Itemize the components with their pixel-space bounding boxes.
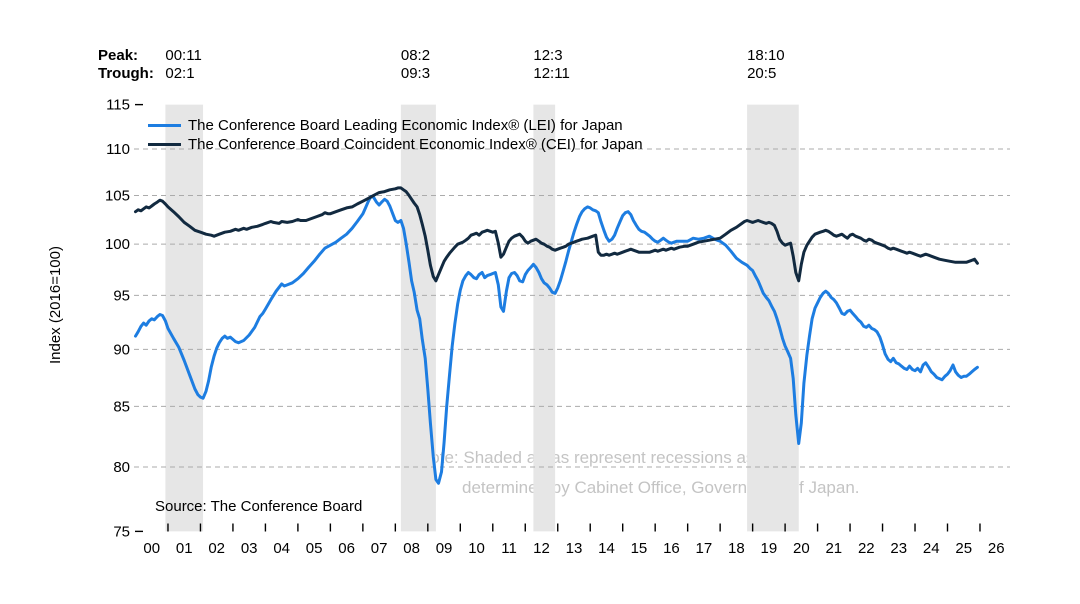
x-tick-label: 18 (728, 540, 745, 557)
x-tick-label: 16 (663, 540, 680, 557)
note-line-1: Note: Shaded areas represent recessions … (418, 448, 755, 467)
y-tick-label: 95 (113, 287, 130, 304)
x-tick-label: 24 (923, 540, 940, 557)
legend: The Conference Board Leading Economic In… (148, 116, 643, 154)
x-tick-label: 09 (436, 540, 453, 557)
x-tick-label: 04 (273, 540, 290, 557)
x-tick-label: 03 (241, 540, 258, 557)
recession-trough-date: 02:1 (165, 65, 195, 82)
y-tick-label: 80 (113, 459, 130, 476)
x-tick-label: 19 (761, 540, 778, 557)
lei-line (134, 194, 979, 485)
recession-trough-date: 09:3 (400, 65, 431, 82)
recession-band (165, 104, 204, 532)
y-tick-label: 105 (105, 187, 130, 204)
legend-item-cei: The Conference Board Coincident Economic… (148, 135, 643, 154)
x-tick-label: 13 (566, 540, 583, 557)
lei-line-swatch (148, 124, 181, 127)
x-tick-label: 12 (533, 540, 550, 557)
recession-band (533, 104, 556, 532)
x-tick-label: 07 (371, 540, 388, 557)
x-tick-label: 14 (598, 540, 615, 557)
x-tick-label: 17 (696, 540, 713, 557)
x-tick-label: 23 (890, 540, 907, 557)
x-tick-label: 21 (825, 540, 842, 557)
legend-item-lei: The Conference Board Leading Economic In… (148, 116, 643, 135)
x-tick-label: 02 (208, 540, 225, 557)
recession-peak-date: 00:11 (165, 47, 202, 64)
x-tick-label: 26 (988, 540, 1005, 557)
cei-line-swatch (148, 143, 181, 146)
x-tick-label: 15 (631, 540, 648, 557)
y-tick-label: 115 (106, 97, 130, 114)
x-tick-label: 01 (176, 540, 193, 557)
recession-trough-date: 20:5 (747, 65, 777, 82)
y-tick-label: 90 (113, 341, 130, 358)
y-tick-label: 75 (113, 523, 130, 540)
trough-header-label: Trough: (98, 65, 154, 82)
recession-peak-date: 08:2 (400, 47, 431, 64)
x-tick-label: 11 (501, 540, 517, 557)
cei-legend-label: The Conference Board Coincident Economic… (188, 136, 643, 153)
y-tick-label: 85 (113, 398, 130, 415)
source-label: Source: The Conference Board (155, 498, 363, 515)
x-tick-label: 08 (403, 540, 420, 557)
x-tick-label: 00 (143, 540, 160, 557)
x-tick-label: 06 (338, 540, 355, 557)
recession-band (747, 104, 799, 532)
recession-peak-date: 12:3 (533, 47, 563, 64)
peak-header-label: Peak: (98, 47, 139, 64)
cei-line (134, 186, 979, 283)
x-tick-label: 22 (858, 540, 875, 557)
x-tick-label: 05 (306, 540, 323, 557)
x-tick-label: 20 (793, 540, 810, 557)
y-tick-label: 100 (105, 236, 130, 253)
x-tick-label: 25 (955, 540, 972, 557)
x-tick-label: 10 (468, 540, 485, 557)
recession-trough-date: 12:11 (533, 65, 570, 82)
lei-legend-label: The Conference Board Leading Economic In… (188, 117, 623, 134)
y-tick-label: 110 (106, 141, 130, 158)
recession-peak-date: 18:10 (747, 47, 785, 64)
